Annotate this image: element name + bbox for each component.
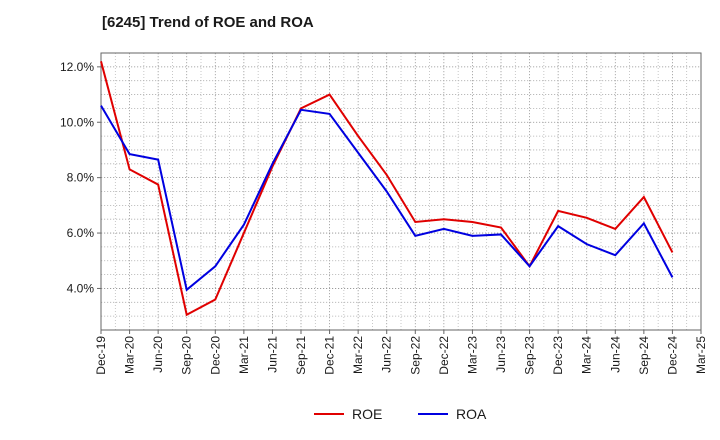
x-tick-label: Mar-21 <box>237 336 251 374</box>
y-tick-label: 6.0% <box>67 226 95 240</box>
x-tick-label: Mar-20 <box>123 336 137 374</box>
y-tick-label: 12.0% <box>60 60 94 74</box>
x-tick-label: Mar-25 <box>694 336 708 374</box>
x-tick-label: Dec-21 <box>323 336 337 375</box>
y-tick-label: 10.0% <box>60 115 94 129</box>
x-tick-label: Mar-23 <box>465 336 479 374</box>
x-tick-label: Sep-24 <box>637 336 651 375</box>
x-tick-label: Mar-22 <box>351 336 365 374</box>
x-tick-label: Sep-22 <box>408 336 422 375</box>
series-line-roe <box>100 61 674 317</box>
x-tick-label: Mar-24 <box>580 336 594 374</box>
y-tick-label: 4.0% <box>67 281 95 295</box>
x-tick-label: Dec-23 <box>551 336 565 375</box>
x-tick-label: Dec-22 <box>437 336 451 375</box>
series-line-roa <box>100 105 674 292</box>
x-tick-label: Jun-21 <box>265 336 279 373</box>
y-tick-label: 8.0% <box>67 171 95 185</box>
x-tick-label: Sep-23 <box>523 336 537 375</box>
legend-label-roe: ROE <box>352 406 382 422</box>
x-tick-label: Sep-20 <box>180 336 194 375</box>
chart-title: [6245] Trend of ROE and ROA <box>102 14 314 31</box>
x-tick-label: Dec-19 <box>94 336 108 375</box>
plot-frame <box>100 52 702 331</box>
x-tick-label: Dec-24 <box>665 336 679 375</box>
legend-label-roa: ROA <box>456 406 487 422</box>
x-tick-label: Jun-20 <box>151 336 165 373</box>
x-tick-label: Dec-20 <box>208 336 222 375</box>
x-tick-label: Jun-23 <box>494 336 508 373</box>
x-tick-label: Jun-22 <box>380 336 394 373</box>
x-tick-label: Sep-21 <box>294 336 308 375</box>
x-tick-label: Jun-24 <box>608 336 622 373</box>
